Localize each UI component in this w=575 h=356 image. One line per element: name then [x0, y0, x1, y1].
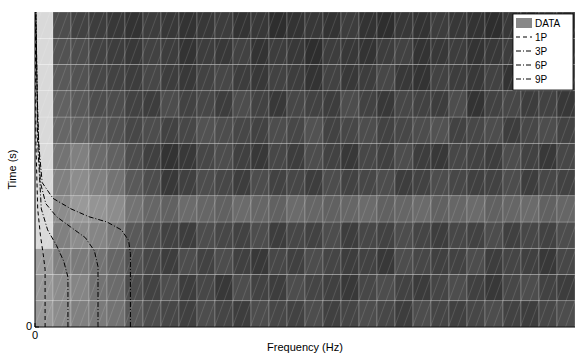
- y-axis-label: Time (s): [6, 150, 18, 190]
- chart: 00Frequency (Hz)Time (s)DATA1P3P6P9P: [0, 0, 575, 356]
- y-tick: [35, 327, 39, 328]
- legend-label: 3P: [535, 46, 548, 57]
- y-axis: [35, 12, 36, 327]
- series-line: [36, 12, 130, 327]
- plot-area: [35, 12, 575, 327]
- x-tick-label: 0: [32, 329, 38, 341]
- x-axis: [35, 327, 575, 328]
- hatch: [35, 12, 575, 327]
- legend-swatch: [516, 18, 532, 28]
- series-line: [36, 12, 98, 327]
- legend-line: [516, 79, 532, 80]
- legend-label: 1P: [535, 32, 548, 43]
- legend-label: DATA: [535, 18, 561, 29]
- legend-line: [516, 51, 532, 52]
- legend-label: 6P: [535, 60, 548, 71]
- legend: DATA 1P 3P 6P 9P: [513, 14, 573, 90]
- legend-box: [513, 14, 573, 90]
- legend-line: [516, 65, 532, 66]
- legend-label: 9P: [535, 74, 548, 85]
- x-tick: [35, 323, 36, 327]
- legend-line: [516, 37, 532, 38]
- x-axis-label: Frequency (Hz): [267, 341, 343, 353]
